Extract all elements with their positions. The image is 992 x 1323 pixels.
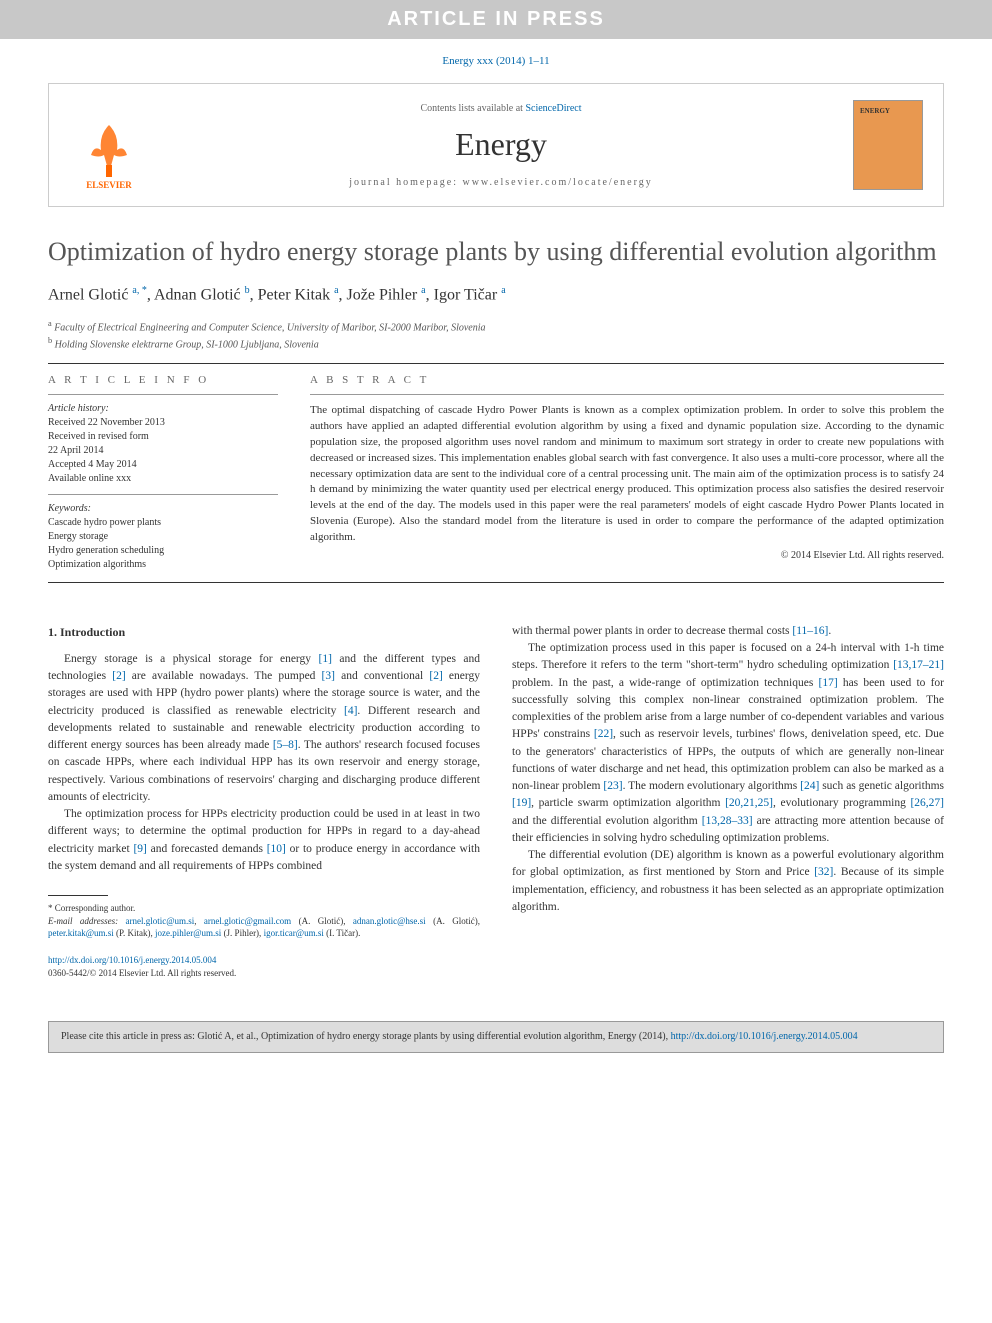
keyword-lines: Cascade hydro power plantsEnergy storage…: [48, 516, 278, 572]
article-title: Optimization of hydro energy storage pla…: [48, 235, 944, 269]
history-lines: Received 22 November 2013Received in rev…: [48, 416, 278, 486]
intro-paragraph-1: Energy storage is a physical storage for…: [48, 651, 480, 806]
intro-paragraph-5: The differential evolution (DE) algorith…: [512, 847, 944, 916]
publisher-name: ELSEVIER: [86, 180, 132, 190]
cite-text: Please cite this article in press as: Gl…: [61, 1031, 671, 1042]
abstract-heading: A B S T R A C T: [310, 374, 944, 386]
homepage-prefix: journal homepage:: [349, 177, 462, 188]
sciencedirect-link[interactable]: ScienceDirect: [525, 103, 581, 114]
corresponding-author: * Corresponding author.: [48, 902, 480, 915]
abstract-rule: [310, 394, 944, 395]
right-column: with thermal power plants in order to de…: [512, 623, 944, 981]
affiliations: a Faculty of Electrical Engineering and …: [48, 318, 944, 353]
left-column: 1. Introduction Energy storage is a phys…: [48, 623, 480, 981]
journal-header: ELSEVIER Contents lists available at Sci…: [48, 83, 944, 207]
rule-bottom: [48, 582, 944, 583]
author-list: Arnel Glotić a, *, Adnan Glotić b, Peter…: [48, 285, 944, 304]
keywords-label: Keywords:: [48, 503, 278, 514]
cite-doi-link[interactable]: http://dx.doi.org/10.1016/j.energy.2014.…: [671, 1031, 858, 1042]
email-addresses: E-mail addresses: arnel.glotic@um.si, ar…: [48, 915, 480, 940]
citation-box: Please cite this article in press as: Gl…: [48, 1021, 944, 1053]
history-label: Article history:: [48, 403, 278, 414]
contents-line: Contents lists available at ScienceDirec…: [173, 103, 829, 114]
cover-title: ENERGY: [860, 107, 916, 115]
main-content: Optimization of hydro energy storage pla…: [0, 207, 992, 1001]
info-rule-2: [48, 494, 278, 495]
abstract: A B S T R A C T The optimal dispatching …: [310, 374, 944, 572]
doi-link[interactable]: http://dx.doi.org/10.1016/j.energy.2014.…: [48, 955, 216, 965]
elsevier-logo: ELSEVIER: [69, 100, 149, 190]
issn-line: 0360-5442/© 2014 Elsevier Ltd. All right…: [48, 968, 236, 978]
info-rule-1: [48, 394, 278, 395]
homepage-url[interactable]: www.elsevier.com/locate/energy: [462, 177, 652, 188]
intro-paragraph-3: with thermal power plants in order to de…: [512, 623, 944, 640]
rule-top: [48, 363, 944, 364]
journal-cover-thumbnail: ENERGY: [853, 100, 923, 190]
footnote-separator: [48, 895, 108, 896]
intro-paragraph-4: The optimization process used in this pa…: [512, 640, 944, 847]
info-abstract-row: A R T I C L E I N F O Article history: R…: [48, 374, 944, 572]
homepage-line: journal homepage: www.elsevier.com/locat…: [173, 177, 829, 188]
abstract-text: The optimal dispatching of cascade Hydro…: [310, 403, 944, 546]
intro-paragraph-2: The optimization process for HPPs electr…: [48, 806, 480, 875]
contents-prefix: Contents lists available at: [420, 103, 525, 114]
elsevier-tree-icon: [79, 120, 139, 180]
body-columns: 1. Introduction Energy storage is a phys…: [48, 623, 944, 981]
section-1-heading: 1. Introduction: [48, 623, 480, 641]
article-in-press-banner: ARTICLE IN PRESS: [0, 0, 992, 39]
article-info-heading: A R T I C L E I N F O: [48, 374, 278, 386]
footnotes: * Corresponding author. E-mail addresses…: [48, 902, 480, 940]
journal-reference: Energy xxx (2014) 1–11: [0, 39, 992, 83]
journal-name: Energy: [173, 126, 829, 163]
copyright: © 2014 Elsevier Ltd. All rights reserved…: [310, 550, 944, 561]
header-center: Contents lists available at ScienceDirec…: [173, 103, 829, 188]
doi-block: http://dx.doi.org/10.1016/j.energy.2014.…: [48, 954, 480, 981]
article-info: A R T I C L E I N F O Article history: R…: [48, 374, 278, 572]
